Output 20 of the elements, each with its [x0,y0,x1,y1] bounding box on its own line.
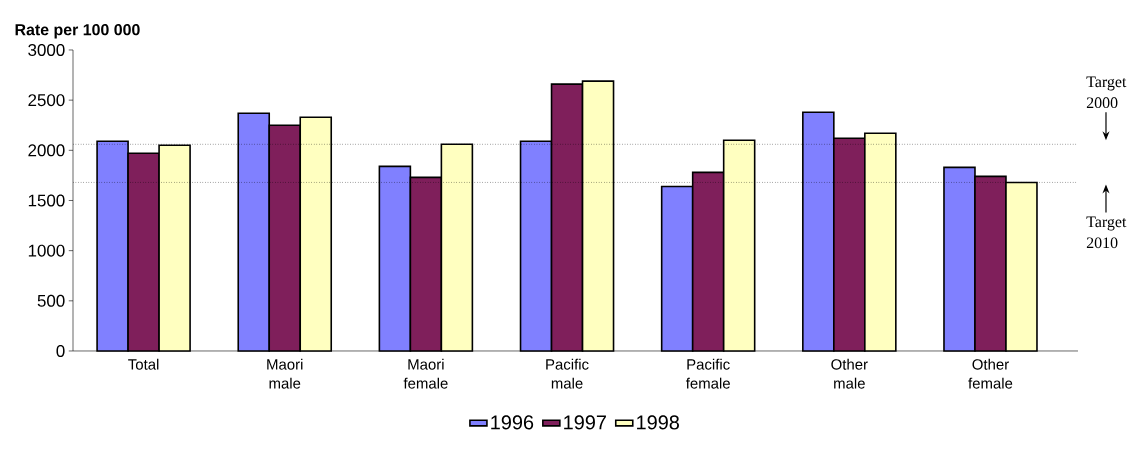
ref-line-label: Target 2000 [1086,76,1127,109]
y-tick-label: 0 [56,344,65,357]
x-tick-label: Total [128,358,159,370]
y-tick-label: 3000 [28,43,65,56]
y-axis-title: Rate per 100 000 [15,24,140,39]
y-tick-label: 1500 [28,194,65,207]
ref-line-label: Target 2010 [1086,216,1127,249]
y-tick-label: 500 [37,294,65,307]
x-tick-label: Other male [831,358,868,389]
legend-label: 1997 [564,415,606,430]
legend-label: 1998 [637,415,679,430]
legend-label: 1996 [491,415,534,430]
x-tick-label: Maori female [403,358,448,389]
x-tick-label: Pacific male [546,358,589,389]
x-tick-label: Other female [968,358,1013,389]
y-tick-label: 2000 [28,144,65,157]
x-tick-label: Pacific female [685,358,730,389]
y-tick-label: 1000 [28,244,65,257]
x-tick-label: Maori male [267,358,303,389]
y-tick-label: 2500 [28,94,65,107]
